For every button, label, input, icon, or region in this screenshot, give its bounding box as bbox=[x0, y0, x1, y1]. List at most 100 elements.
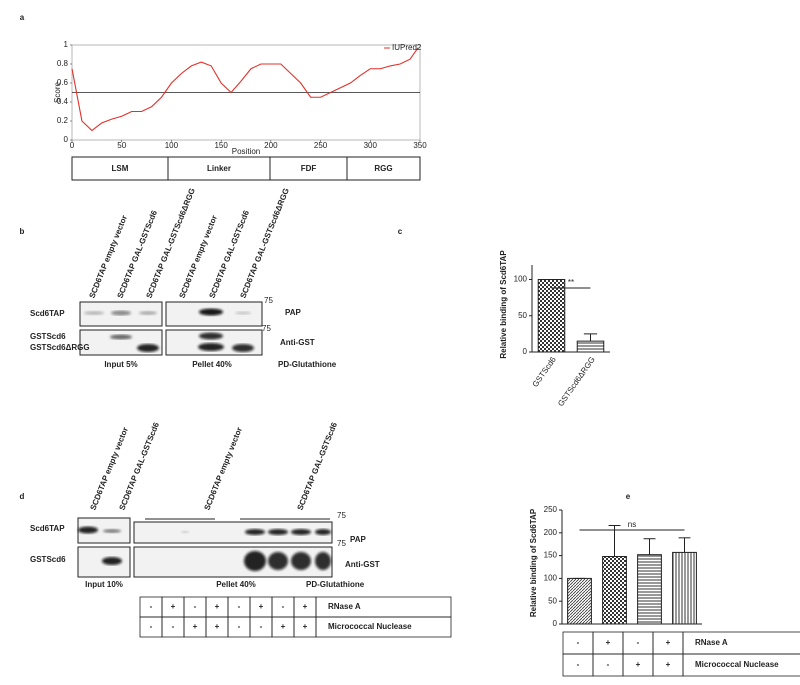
band bbox=[139, 311, 157, 315]
y-tick-label: 200 bbox=[544, 528, 558, 537]
y-tick-label: 1 bbox=[64, 40, 69, 49]
x-tick-label: GSTScd6 bbox=[531, 355, 559, 389]
assay-label: PD-Glutathione bbox=[306, 580, 365, 589]
row-label: GSTScd6ΔRGG bbox=[30, 343, 90, 352]
band bbox=[84, 311, 104, 315]
row-label: GSTScd6 bbox=[30, 555, 66, 564]
panel-label: c bbox=[398, 227, 403, 236]
table-text: - bbox=[607, 660, 610, 669]
table-text: + bbox=[171, 602, 176, 611]
assay-label: PD-Glutathione bbox=[278, 360, 337, 369]
panel-label: a bbox=[20, 13, 25, 22]
antibody-label: PAP bbox=[350, 535, 367, 544]
row-label: Scd6TAP bbox=[30, 524, 65, 533]
table-text: Micrococcal Nuclease bbox=[328, 622, 412, 631]
bar bbox=[637, 554, 662, 625]
table-text: - bbox=[637, 638, 640, 647]
table-text: + bbox=[303, 622, 308, 631]
domain-label: Linker bbox=[207, 164, 231, 173]
marker-label: 75 bbox=[337, 511, 346, 520]
table-text: + bbox=[303, 602, 308, 611]
legend-label: IUPred2 bbox=[392, 43, 422, 52]
lane-label: SCD6TAP GAL-GSTScd6 bbox=[295, 421, 339, 512]
table-text: + bbox=[666, 638, 671, 647]
band bbox=[198, 343, 224, 351]
y-tick-label: 0.4 bbox=[57, 97, 69, 106]
y-tick-label: 100 bbox=[544, 574, 558, 583]
x-tick-label: 0 bbox=[70, 141, 75, 150]
y-tick-label: 250 bbox=[544, 505, 558, 514]
band bbox=[137, 344, 159, 352]
bar bbox=[567, 577, 592, 625]
y-tick-label: 0 bbox=[64, 135, 69, 144]
significance-label: ** bbox=[568, 278, 574, 287]
table-cell bbox=[682, 653, 800, 677]
y-tick-label: 100 bbox=[514, 275, 528, 284]
x-tick-label: 300 bbox=[364, 141, 378, 150]
antibody-label: PAP bbox=[285, 308, 302, 317]
x-tick-label: 50 bbox=[117, 141, 126, 150]
marker-label: 75 bbox=[262, 324, 271, 333]
bar bbox=[672, 551, 697, 625]
band bbox=[78, 526, 98, 534]
table-text: - bbox=[150, 622, 153, 631]
band bbox=[235, 311, 251, 315]
x-axis-label: Position bbox=[232, 147, 260, 156]
lane-label: SCD6TAP empty vector bbox=[202, 426, 244, 512]
y-tick-label: 0 bbox=[523, 347, 528, 356]
band bbox=[244, 551, 266, 571]
band bbox=[232, 344, 254, 352]
band bbox=[315, 552, 331, 570]
table-cell bbox=[315, 616, 452, 638]
band bbox=[268, 529, 288, 535]
band bbox=[268, 552, 288, 570]
y-axis-label: Relative binding of Scd6TAP bbox=[499, 250, 508, 359]
group-label: Input 10% bbox=[85, 580, 123, 589]
table-text: + bbox=[606, 638, 611, 647]
y-axis-label: Score bbox=[53, 82, 62, 103]
table-text: Micrococcal Nuclease bbox=[695, 660, 779, 669]
row-label: GSTScd6 bbox=[30, 332, 66, 341]
y-tick-label: 50 bbox=[548, 596, 557, 605]
band bbox=[103, 529, 121, 533]
lane-label: SCD6TAP GAL-GSTScd6ΔRGG bbox=[238, 187, 291, 300]
band bbox=[111, 310, 131, 316]
band bbox=[199, 308, 223, 316]
domain-label: RGG bbox=[374, 164, 392, 173]
row-label: Scd6TAP bbox=[30, 309, 65, 318]
data-line bbox=[71, 47, 419, 132]
band bbox=[291, 552, 311, 570]
panel-label: b bbox=[20, 227, 25, 236]
group-label: Input 5% bbox=[104, 360, 137, 369]
x-tick-label: 250 bbox=[314, 141, 328, 150]
marker-label: 75 bbox=[264, 296, 273, 305]
domain-label: LSM bbox=[112, 164, 129, 173]
table-text: - bbox=[577, 660, 580, 669]
x-tick-label: 100 bbox=[165, 141, 179, 150]
y-tick-label: 50 bbox=[518, 311, 527, 320]
bar bbox=[537, 279, 566, 353]
group-label: Pellet 40% bbox=[216, 580, 256, 589]
table-text: + bbox=[636, 660, 641, 669]
table-text: - bbox=[577, 638, 580, 647]
x-tick-label: 200 bbox=[264, 141, 278, 150]
table-text: + bbox=[281, 622, 286, 631]
domain-label: FDF bbox=[301, 164, 317, 173]
band bbox=[199, 332, 223, 340]
y-tick-label: 0 bbox=[553, 619, 558, 628]
y-tick-label: 0.6 bbox=[57, 78, 69, 87]
x-tick-label: 150 bbox=[214, 141, 228, 150]
panel-label: d bbox=[20, 492, 25, 501]
table-text: - bbox=[238, 622, 241, 631]
table-text: - bbox=[194, 602, 197, 611]
table-text: + bbox=[259, 602, 264, 611]
band bbox=[102, 557, 122, 565]
antibody-label: Anti-GST bbox=[345, 560, 380, 569]
table-text: + bbox=[666, 660, 671, 669]
y-axis-label: Relative binding of Scd6TAP bbox=[529, 508, 538, 617]
table-text: - bbox=[238, 602, 241, 611]
table-text: + bbox=[215, 622, 220, 631]
x-tick-label: 350 bbox=[413, 141, 427, 150]
table-text: - bbox=[150, 602, 153, 611]
table-text: - bbox=[172, 622, 175, 631]
